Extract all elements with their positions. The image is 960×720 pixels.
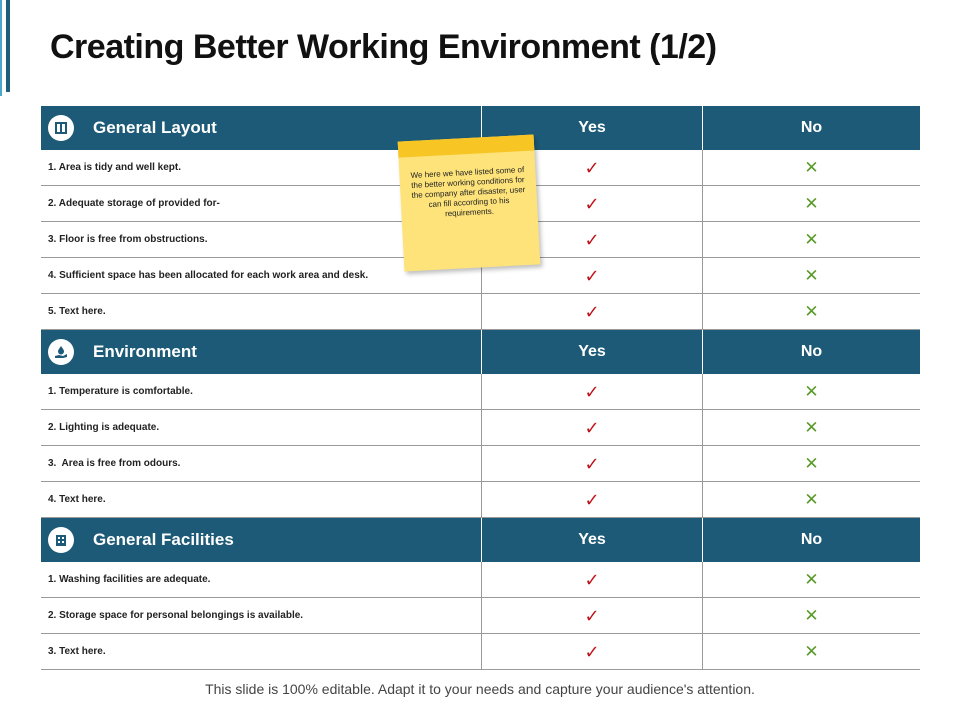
cross-icon: ✕ (804, 230, 819, 249)
row-label: 3. Text here. (48, 646, 106, 657)
no-cell[interactable]: ✕ (702, 410, 920, 445)
no-cell[interactable]: ✕ (702, 374, 920, 409)
cross-icon: ✕ (804, 382, 819, 401)
no-cell[interactable]: ✕ (702, 258, 920, 293)
no-cell[interactable]: ✕ (702, 294, 920, 329)
no-cell[interactable]: ✕ (702, 222, 920, 257)
checkmark-icon: ✓ (584, 453, 600, 474)
yes-cell[interactable]: ✓ (481, 482, 702, 517)
yes-cell[interactable]: ✓ (481, 598, 702, 633)
no-cell[interactable]: ✕ (702, 562, 920, 597)
row-label: 2. Storage space for personal belongings… (48, 610, 304, 621)
cross-icon: ✕ (804, 606, 819, 625)
cross-icon: ✕ (804, 418, 819, 437)
checkmark-icon: ✓ (584, 417, 600, 438)
yes-cell[interactable]: ✓ (481, 634, 702, 669)
footer-note: This slide is 100% editable. Adapt it to… (205, 681, 755, 697)
table-row: 5. Text here. ✓ ✕ (41, 294, 920, 330)
section-title-cell: General Facilities (41, 518, 481, 562)
table-row: 1. Temperature is comfortable. ✓ ✕ (41, 374, 920, 410)
section-title-cell: Environment (41, 330, 481, 374)
section-title: General Facilities (93, 530, 234, 549)
table-row: 4. Text here. ✓ ✕ (41, 482, 920, 518)
section-title: Environment (93, 342, 197, 361)
cross-icon: ✕ (804, 570, 819, 589)
checkmark-icon: ✓ (584, 157, 600, 178)
row-label: 5. Text here. (48, 306, 106, 317)
left-accent-line (0, 0, 2, 96)
checkmark-icon: ✓ (584, 193, 600, 214)
checkmark-icon: ✓ (584, 489, 600, 510)
table-row: 2. Lighting is adequate. ✓ ✕ (41, 410, 920, 446)
sticky-note: We here we have listed some of the bette… (397, 134, 541, 272)
checkmark-icon: ✓ (584, 301, 600, 322)
table-row: 1. Washing facilities are adequate. ✓ ✕ (41, 562, 920, 598)
cross-icon: ✕ (804, 302, 819, 321)
section-title-cell: General Layout (41, 106, 481, 150)
checkmark-icon: ✓ (584, 641, 600, 662)
row-label: 1. Temperature is comfortable. (48, 386, 193, 397)
sticky-note-text: We here we have listed some of the bette… (410, 165, 526, 219)
section-title: General Layout (93, 118, 217, 137)
section-header-general-facilities: General Facilities Yes No (41, 518, 920, 562)
building-icon (48, 527, 74, 553)
hand-with-water-drop-icon (48, 339, 74, 365)
yes-cell[interactable]: ✓ (481, 374, 702, 409)
table-row: 2. Storage space for personal belongings… (41, 598, 920, 634)
no-column-header: No (702, 330, 920, 374)
yes-cell[interactable]: ✓ (481, 562, 702, 597)
no-cell[interactable]: ✕ (702, 150, 920, 185)
cross-icon: ✕ (804, 490, 819, 509)
no-column-header: No (702, 106, 920, 150)
row-label: 1. Washing facilities are adequate. (48, 574, 211, 585)
yes-cell[interactable]: ✓ (481, 410, 702, 445)
book-icon (48, 115, 74, 141)
table-row: 3. Area is free from odours. ✓ ✕ (41, 446, 920, 482)
no-cell[interactable]: ✕ (702, 186, 920, 221)
row-label: 2. Adequate storage of provided for- (48, 198, 220, 209)
row-label: 1. Area is tidy and well kept. (48, 162, 182, 173)
checkmark-icon: ✓ (584, 381, 600, 402)
cross-icon: ✕ (804, 266, 819, 285)
yes-cell[interactable]: ✓ (481, 294, 702, 329)
yes-cell[interactable]: ✓ (481, 258, 702, 293)
left-accent-bar (6, 0, 10, 92)
no-column-header: No (702, 518, 920, 562)
yes-column-header: Yes (481, 330, 702, 374)
checkmark-icon: ✓ (584, 605, 600, 626)
row-label: 2. Lighting is adequate. (48, 422, 160, 433)
cross-icon: ✕ (804, 194, 819, 213)
row-label: 3. Area is free from odours. (48, 458, 181, 469)
table-row: 3. Text here. ✓ ✕ (41, 634, 920, 670)
cross-icon: ✕ (804, 642, 819, 661)
row-label: 4. Text here. (48, 494, 106, 505)
checkmark-icon: ✓ (584, 229, 600, 250)
yes-column-header: Yes (481, 106, 702, 150)
cross-icon: ✕ (804, 454, 819, 473)
no-cell[interactable]: ✕ (702, 634, 920, 669)
section-header-environment: Environment Yes No (41, 330, 920, 374)
yes-cell[interactable]: ✓ (481, 446, 702, 481)
checkmark-icon: ✓ (584, 569, 600, 590)
no-cell[interactable]: ✕ (702, 482, 920, 517)
checkmark-icon: ✓ (584, 265, 600, 286)
no-cell[interactable]: ✕ (702, 598, 920, 633)
cross-icon: ✕ (804, 158, 819, 177)
page-title: Creating Better Working Environment (1/2… (50, 28, 717, 66)
row-label: 4. Sufficient space has been allocated f… (48, 270, 369, 281)
no-cell[interactable]: ✕ (702, 446, 920, 481)
yes-column-header: Yes (481, 518, 702, 562)
row-label: 3. Floor is free from obstructions. (48, 234, 208, 245)
